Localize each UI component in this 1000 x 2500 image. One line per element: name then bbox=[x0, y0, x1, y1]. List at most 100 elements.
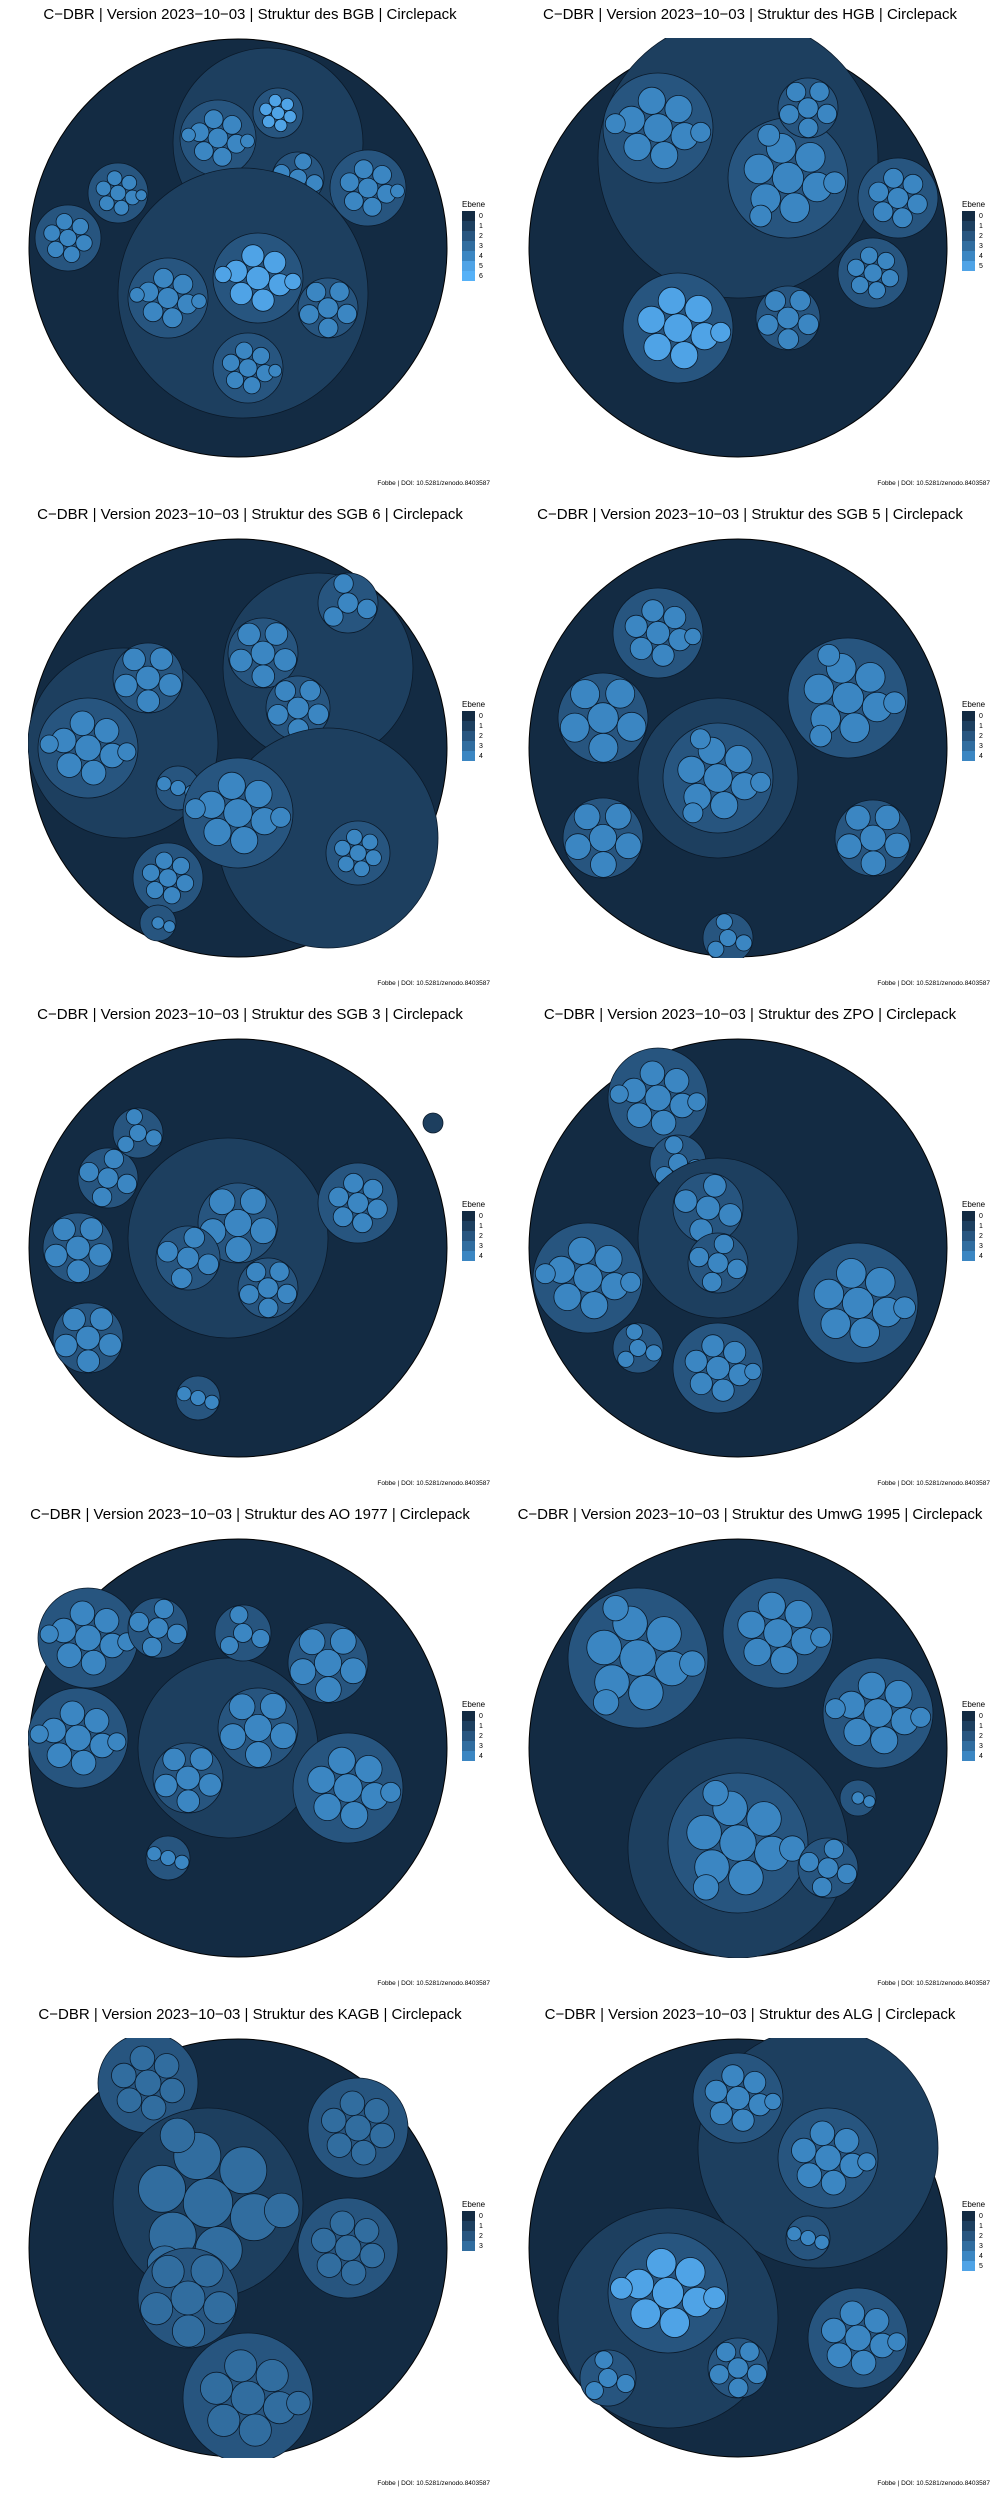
circle-level-5 bbox=[710, 321, 732, 343]
circle-level-4 bbox=[743, 153, 775, 185]
circle-level-4 bbox=[863, 2308, 890, 2334]
legend-swatch bbox=[462, 711, 475, 721]
circlepack-panel: C−DBR | Version 2023−10−03 | Struktur de… bbox=[0, 1000, 500, 1500]
legend-entry: 6 bbox=[462, 271, 498, 281]
circle-level-4 bbox=[663, 1068, 690, 1094]
legend-entry: 3 bbox=[962, 2241, 998, 2251]
circlepack-svg bbox=[28, 2038, 448, 2458]
circle-level-4 bbox=[725, 2085, 751, 2111]
circle-level-4 bbox=[89, 1307, 114, 1331]
legend-swatch bbox=[462, 2241, 475, 2251]
circle-level-5 bbox=[280, 97, 294, 112]
circle-level-4 bbox=[650, 141, 679, 170]
circle-level-4 bbox=[689, 1371, 713, 1395]
legend-swatch bbox=[462, 231, 475, 241]
circle-level-4 bbox=[585, 2381, 604, 2401]
circle-level-4 bbox=[163, 920, 176, 933]
circle-level-4 bbox=[221, 353, 240, 372]
circle-level-4 bbox=[74, 734, 102, 762]
legend-swatch bbox=[962, 1711, 975, 1721]
circle-level-4 bbox=[332, 1206, 354, 1228]
circle-level-4 bbox=[779, 192, 810, 223]
circle-level-4 bbox=[75, 234, 93, 252]
legend-entry: 0 bbox=[462, 1711, 498, 1721]
legend-swatch bbox=[962, 751, 975, 761]
legend-swatch bbox=[462, 261, 475, 271]
circle-level-4 bbox=[688, 1247, 710, 1268]
circle-level-4 bbox=[274, 680, 296, 702]
circle-level-4 bbox=[637, 86, 666, 115]
circle-level-4 bbox=[705, 1355, 731, 1381]
doi-caption: Fobbe | DOI: 10.5281/zenodo.8403587 bbox=[877, 1980, 990, 1987]
circle-level-4 bbox=[719, 929, 737, 947]
circle-level-4 bbox=[643, 113, 673, 143]
legend-label: 0 bbox=[479, 2212, 483, 2220]
circle-level-3 bbox=[369, 2122, 395, 2149]
circle-level-4 bbox=[863, 1795, 876, 1808]
circle-level-4 bbox=[344, 191, 364, 211]
legend-label: 3 bbox=[479, 742, 483, 750]
legend-swatch bbox=[462, 251, 475, 261]
circle-level-4 bbox=[594, 2350, 614, 2370]
circle-level-4 bbox=[233, 1623, 253, 1643]
circle-level-5 bbox=[657, 286, 686, 315]
circle-level-4 bbox=[813, 1278, 845, 1310]
circle-level-4 bbox=[686, 1814, 722, 1851]
circle-level-3 bbox=[207, 2403, 241, 2437]
circle-level-4 bbox=[850, 276, 869, 295]
circle-level-4 bbox=[39, 734, 59, 754]
legend-label: 3 bbox=[979, 742, 983, 750]
circle-level-4 bbox=[299, 679, 321, 702]
legend-label: 4 bbox=[979, 2252, 983, 2260]
doi-caption: Fobbe | DOI: 10.5281/zenodo.8403587 bbox=[377, 1480, 490, 1487]
legend-entry: 4 bbox=[462, 251, 498, 261]
circle-level-4 bbox=[160, 1850, 176, 1866]
circle-level-3 bbox=[182, 2177, 234, 2229]
circle-level-4 bbox=[624, 614, 648, 638]
circle-level-4 bbox=[645, 620, 671, 646]
legend-entry: 0 bbox=[462, 211, 498, 221]
circle-level-4 bbox=[836, 1863, 858, 1884]
circle-level-4 bbox=[589, 823, 618, 852]
circle-level-4 bbox=[784, 1600, 813, 1629]
circlepack-panel: C−DBR | Version 2023−10−03 | Struktur de… bbox=[0, 500, 500, 1000]
circle-level-4 bbox=[365, 849, 382, 867]
circle-level-4 bbox=[93, 718, 120, 744]
circle-level-4 bbox=[333, 573, 354, 594]
circle-level-4 bbox=[129, 1124, 147, 1142]
circle-level-4 bbox=[162, 307, 183, 329]
legend-swatch bbox=[462, 1711, 475, 1721]
circle-level-3 bbox=[263, 2192, 300, 2229]
circle-level-4 bbox=[106, 170, 123, 187]
circle-level-4 bbox=[629, 637, 653, 661]
circle-level-4 bbox=[145, 1129, 163, 1147]
circle-level-4 bbox=[702, 1271, 723, 1293]
legend-label: 4 bbox=[979, 752, 983, 760]
circle-level-4 bbox=[644, 1084, 672, 1112]
circle-level-4 bbox=[349, 844, 367, 862]
circle-level-4 bbox=[887, 2332, 907, 2352]
legend-entry: 2 bbox=[962, 731, 998, 741]
circle-level-4 bbox=[814, 2234, 830, 2250]
legend-swatch bbox=[962, 1231, 975, 1241]
circle-level-4 bbox=[703, 763, 733, 793]
circle-level-5 bbox=[214, 265, 232, 284]
circle-level-4 bbox=[294, 152, 312, 171]
circle-level-4 bbox=[604, 113, 626, 135]
circle-level-4 bbox=[785, 81, 807, 103]
legend-entry: 2 bbox=[962, 1231, 998, 1241]
legend-title: Ebene bbox=[962, 1700, 986, 1709]
circle-level-4 bbox=[339, 1657, 367, 1685]
circle-level-4 bbox=[757, 314, 779, 336]
circle-level-4 bbox=[267, 704, 289, 726]
legend-label: 2 bbox=[479, 232, 483, 240]
circle-level-4 bbox=[786, 2226, 802, 2242]
chart-title: C−DBR | Version 2023−10−03 | Struktur de… bbox=[537, 506, 963, 523]
circle-level-4 bbox=[356, 598, 378, 620]
circle-level-4 bbox=[333, 1773, 363, 1803]
legend-label: 0 bbox=[479, 712, 483, 720]
circle-level-4 bbox=[62, 1307, 86, 1332]
circle-level-4 bbox=[846, 258, 865, 277]
circle-level-4 bbox=[743, 1638, 772, 1667]
circle-level-4 bbox=[823, 1838, 844, 1860]
